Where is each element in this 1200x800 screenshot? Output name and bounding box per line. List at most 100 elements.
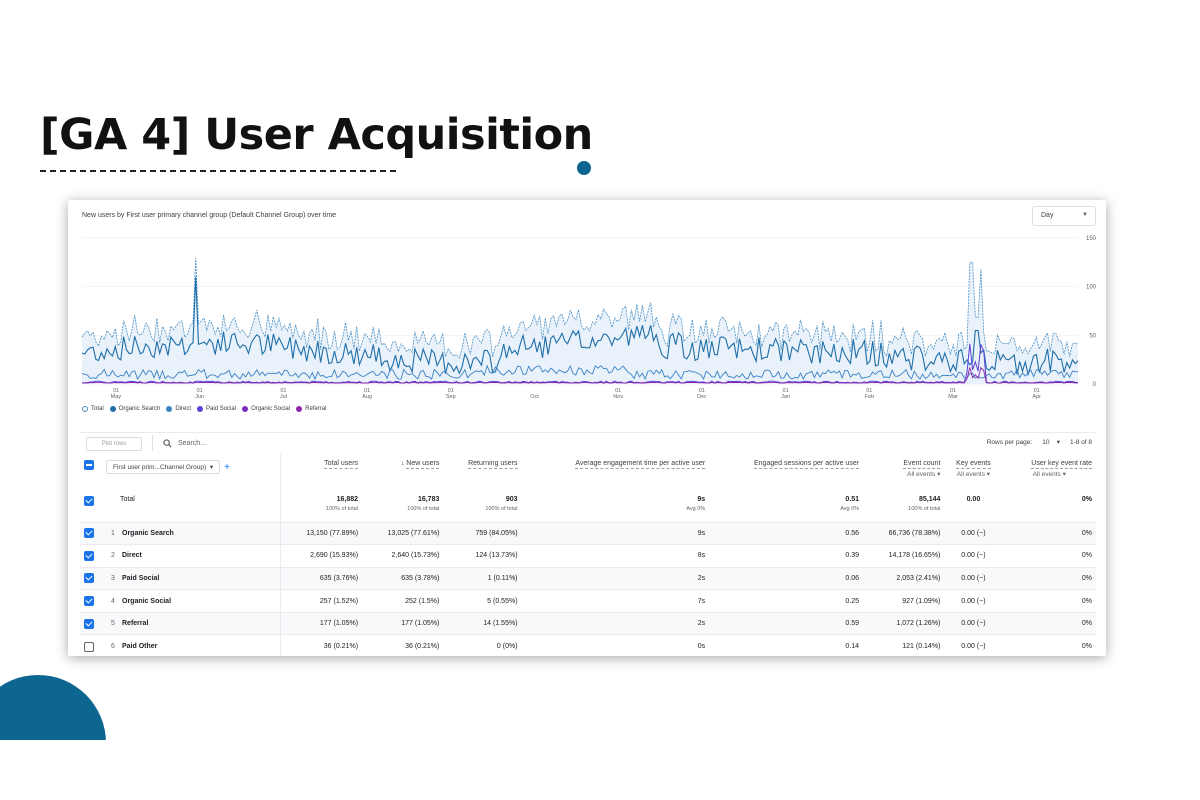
row-checkbox-cell — [80, 634, 102, 656]
event-filter-select[interactable]: All events ▾ — [907, 471, 941, 478]
col-avg-engagement[interactable]: Average engagement time per active user — [522, 454, 710, 494]
table-toolbar: Plot rows Search... Rows per page: 10 ▾ … — [80, 432, 1096, 452]
row-checkbox[interactable] — [84, 596, 94, 607]
col-engaged-sessions[interactable]: Engaged sessions per active user — [709, 454, 863, 494]
legend-label: Referral — [305, 406, 327, 412]
row-key-events: 0.00 (−) — [944, 566, 1003, 590]
table-row[interactable]: 3 Paid Social 635 (3.76%) 635 (3.78%) 1 (0.1… — [80, 566, 1096, 590]
row-index: 3 — [111, 574, 115, 582]
x-tick-month: Mar — [948, 394, 958, 400]
referral-series-line — [81, 366, 1078, 384]
legend-item[interactable]: Paid Social — [197, 406, 236, 412]
x-tick-month: Jan — [781, 394, 790, 400]
rows-per-page-value: 10 — [1042, 439, 1050, 446]
row-returning-users: 5 (0.55%) — [443, 589, 522, 613]
search-input[interactable]: Search... — [178, 439, 207, 447]
row-returning-users: 14 (1.55%) — [443, 611, 522, 635]
organic-search-series-line — [81, 276, 1079, 377]
row-channel-name: Direct — [122, 552, 142, 560]
dimension-header: First user prim...Channel Group) ▾ + — [102, 454, 281, 494]
totals-event-count-pct: 100% of total — [908, 506, 941, 512]
x-tick-day: 01 — [280, 388, 286, 394]
row-event-count: 14,178 (16.65%) — [863, 544, 945, 568]
legend-item[interactable]: Referral — [296, 406, 326, 412]
accent-dot — [577, 161, 591, 175]
select-all-checkbox[interactable] — [84, 460, 94, 470]
table-row[interactable]: 1 Organic Search 13,150 (77.89%) 13,025 (77… — [80, 521, 1096, 545]
row-engaged-sessions: 0.06 — [709, 566, 864, 590]
x-tick-day: 01 — [783, 388, 789, 394]
col-total-users-label: Total users — [324, 460, 359, 469]
table-row[interactable]: 4 Organic Social 257 (1.52%) 252 (1.5%) 5 (0… — [80, 589, 1096, 613]
rate-filter-select[interactable]: All events ▾ — [1032, 471, 1066, 478]
legend-item[interactable]: Organic Social — [242, 406, 290, 412]
col-user-key-event-rate[interactable]: User key event rate All events ▾ — [1002, 454, 1096, 494]
dimension-select[interactable]: First user prim...Channel Group) ▾ — [106, 460, 221, 474]
row-rate: 0% — [1002, 521, 1096, 545]
col-key-events[interactable]: Key events All events ▾ — [944, 454, 1002, 494]
col-event-count[interactable]: Event count All events ▾ — [863, 454, 944, 494]
chart-title: New users by First user primary channel … — [82, 212, 337, 219]
totals-new-users: 16,783 100% of total — [362, 494, 443, 522]
bottom-whitespace — [0, 740, 1200, 800]
row-avg-engagement: 8s — [521, 544, 710, 568]
totals-key-events: 0.00 — [944, 494, 1002, 522]
rows-per-page-select[interactable]: 10 ▾ — [1042, 438, 1060, 446]
col-new-users[interactable]: ↓ New users — [362, 454, 443, 494]
row-returning-users: 759 (84.05%) — [443, 521, 522, 545]
totals-engaged-sessions: 0.51 Avg 0% — [709, 494, 863, 522]
row-total-users: 36 (0.21%) — [280, 634, 363, 656]
totals-avg-engagement-sub: Avg 0% — [686, 506, 706, 512]
row-key-events: 0.00 (−) — [944, 544, 1003, 568]
totals-engaged-sessions-sub: Avg 0% — [840, 506, 860, 512]
legend-label: Direct — [175, 406, 192, 412]
row-index: 5 — [111, 620, 115, 628]
search-box[interactable]: Search... — [152, 435, 206, 451]
row-checkbox[interactable] — [84, 618, 94, 629]
col-total-users[interactable]: Total users — [280, 454, 362, 494]
row-total-users: 177 (1.05%) — [280, 611, 363, 635]
legend-item[interactable]: Organic Search — [109, 406, 160, 412]
x-tick-day: 01 — [866, 388, 872, 394]
legend-item[interactable]: Total — [82, 406, 104, 412]
row-channel-cell: 5 Referral — [102, 611, 281, 635]
legend-label: Paid Social — [206, 406, 237, 412]
legend-item[interactable]: Direct — [166, 406, 191, 412]
direct-series-line — [81, 364, 1079, 381]
col-key-events-label: Key events — [956, 460, 991, 469]
key-events-filter-select[interactable]: All events ▾ — [956, 471, 991, 478]
total-series-line — [81, 257, 1079, 359]
table-row[interactable]: 6 Paid Other 36 (0.21%) 36 (0.21%) 0 (0%) 0s 0… — [80, 634, 1096, 656]
row-index: 4 — [111, 597, 115, 605]
table-row[interactable]: 5 Referral 177 (1.05%) 177 (1.05%) 14 (1.55%… — [80, 611, 1096, 635]
row-checkbox[interactable] — [84, 550, 94, 561]
plot-rows-button[interactable]: Plot rows — [86, 437, 142, 451]
totals-row: Total 16,882 100% of total 16,783 100% of … — [80, 494, 1096, 522]
search-icon — [163, 438, 172, 448]
table-row[interactable]: 2 Direct 2,690 (15.93%) 2,640 (15.73%) 124 (… — [80, 544, 1096, 568]
totals-checkbox[interactable] — [84, 496, 94, 506]
row-rate: 0% — [1002, 544, 1096, 568]
title-underline — [40, 170, 396, 172]
row-rate: 0% — [1002, 611, 1096, 635]
granularity-select[interactable]: Day ▼ — [1032, 206, 1096, 226]
col-event-count-label: Event count — [903, 460, 941, 469]
row-checkbox[interactable] — [84, 573, 94, 584]
totals-checkbox-cell — [80, 494, 102, 522]
row-avg-engagement: 9s — [521, 521, 710, 545]
x-tick-month: Feb — [865, 394, 874, 400]
key-events-filter-label: All events — [956, 471, 985, 478]
acquisition-table: First user prim...Channel Group) ▾ + Tota… — [80, 454, 1096, 656]
event-filter-label: All events — [907, 471, 936, 478]
col-returning-users[interactable]: Returning users — [443, 454, 521, 494]
add-dimension-icon[interactable]: + — [224, 461, 230, 473]
row-checkbox[interactable] — [84, 528, 94, 539]
row-channel-cell: 3 Paid Social — [102, 566, 281, 590]
row-checkbox[interactable] — [84, 641, 94, 652]
row-avg-engagement: 0s — [521, 634, 710, 656]
totals-engaged-sessions-value: 0.51 — [845, 496, 860, 503]
row-new-users: 13,025 (77.61%) — [362, 521, 444, 545]
row-rate: 0% — [1002, 566, 1096, 590]
x-tick-month: Dec — [697, 394, 707, 400]
